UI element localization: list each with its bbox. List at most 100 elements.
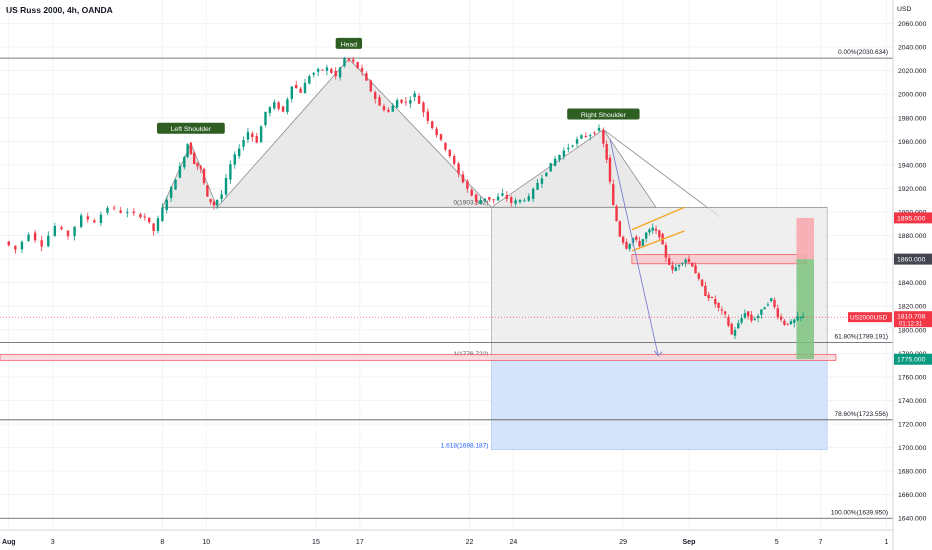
current-price-tag-bg [894, 311, 932, 328]
candle-body [126, 212, 129, 214]
candle-body [651, 227, 654, 231]
x-tick-label: 10 [202, 539, 210, 546]
candle-body [612, 184, 615, 206]
candle-body [479, 200, 482, 204]
y-tick-label: 2060.000 [898, 21, 927, 28]
candle-body [746, 311, 750, 317]
y-tick-label: 1740.000 [898, 398, 927, 405]
chart-title: US Russ 2000, 4h, OANDA [6, 5, 113, 15]
candle-body [352, 59, 355, 62]
take-profit-zone [796, 259, 815, 360]
fib-level-label: 100.00%(1639.950) [831, 509, 888, 516]
candle-body [281, 106, 285, 112]
symbol-tag: US2000USD [850, 315, 888, 322]
candle-body [14, 245, 17, 250]
candle-body [763, 307, 766, 310]
y-tick-label: 1700.000 [898, 445, 927, 452]
candle-body [255, 136, 258, 143]
candle-body [697, 273, 701, 279]
candle-body [259, 126, 263, 143]
pattern-label-box [567, 108, 640, 120]
x-tick-label: 7 [819, 539, 823, 546]
projection-arrow-head [653, 350, 663, 357]
candle-body [229, 164, 232, 180]
candle-body [147, 217, 151, 223]
candle-body [66, 230, 70, 237]
candle-body [299, 88, 302, 93]
candle-body [369, 80, 373, 92]
candle-body [431, 121, 434, 129]
channel-lower-line [631, 230, 685, 252]
candle-body [325, 67, 329, 71]
y-axis-unit: USD [897, 6, 911, 13]
candle-body [268, 107, 272, 114]
stop-price-tag-bg [894, 212, 932, 224]
candle-body [618, 221, 622, 237]
candle-body [783, 320, 786, 325]
candle-body [7, 241, 10, 246]
candle-body [558, 154, 561, 160]
candle-body [426, 111, 430, 121]
candle-body [518, 199, 522, 202]
candle-body [677, 265, 681, 267]
head-shoulders-pattern [161, 58, 657, 209]
candle-body [733, 329, 737, 336]
candle-body [605, 144, 608, 160]
candle-body [714, 299, 717, 305]
candle-body [799, 316, 803, 318]
candle-body [602, 130, 605, 144]
candle-body [152, 223, 155, 232]
candle-body [671, 265, 674, 270]
candle-body [237, 148, 241, 157]
x-tick-label: 5 [775, 539, 779, 546]
candle-body [444, 142, 447, 150]
candle-body [216, 199, 219, 205]
candle-body [730, 323, 733, 335]
candle-body [400, 99, 403, 103]
candle-body [492, 199, 495, 201]
candle-body [527, 196, 530, 201]
candle-body [545, 172, 548, 177]
candle-body [625, 242, 628, 249]
candle-body [740, 317, 743, 323]
candle-body [387, 109, 390, 112]
candle-body [264, 111, 267, 125]
y-tick-label: 2000.000 [898, 92, 927, 99]
candle-body [717, 302, 720, 308]
fib-level-label: 61.80%(1789.191) [835, 334, 889, 341]
y-tick-label: 1720.000 [898, 422, 927, 429]
candle-body [119, 210, 122, 213]
candle-body [654, 228, 658, 231]
candle-body [687, 258, 691, 263]
candle-body [321, 69, 324, 71]
x-tick-label: Sep [683, 539, 696, 546]
candle-body [571, 145, 574, 147]
candle-body [707, 294, 710, 299]
y-tick-label: 1940.000 [898, 162, 927, 169]
candle-body [793, 319, 796, 323]
candle-body [303, 82, 307, 94]
candle-body [439, 134, 443, 140]
level-price-tag: 1860.000 [897, 257, 926, 264]
candle-body [233, 154, 236, 165]
candle-body [448, 149, 451, 157]
candle-body [756, 315, 760, 319]
level-price-tag-bg [894, 253, 932, 265]
candle-body [224, 177, 228, 195]
y-tick-label: 1840.000 [898, 280, 927, 287]
candle-body [106, 207, 109, 213]
candle-body [93, 220, 96, 223]
candle-body [466, 180, 469, 189]
candle-body [40, 240, 43, 247]
candle-body [474, 194, 478, 202]
candle-body [597, 127, 601, 131]
candle-body [220, 194, 223, 200]
candle-body [681, 263, 684, 265]
candle-body [753, 318, 756, 320]
candle-body [338, 67, 342, 78]
candle-body [382, 106, 386, 111]
candle-body [789, 321, 793, 325]
candle-body [165, 199, 168, 211]
candle-body [553, 158, 557, 166]
